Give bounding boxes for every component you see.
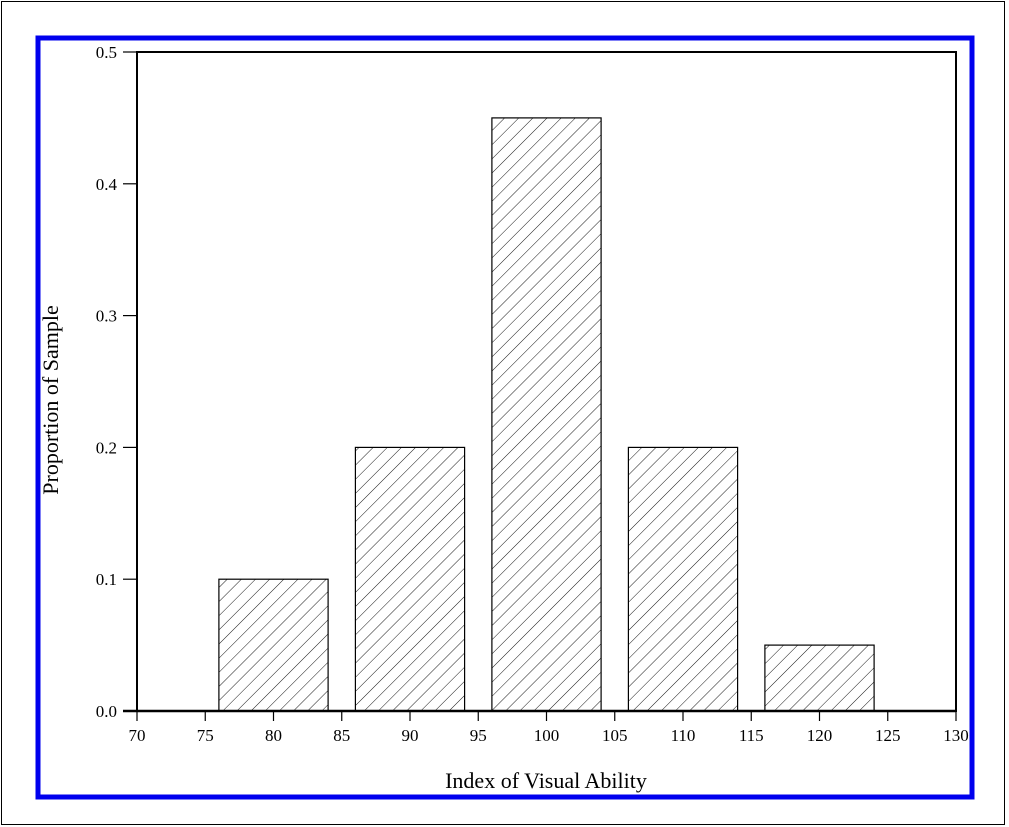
x-tick-label-6: 100: [534, 726, 560, 745]
y-tick-label-4: 0.4: [96, 175, 118, 194]
x-axis-title: Index of Visual Ability: [445, 768, 647, 793]
x-tick-label-1: 75: [197, 726, 214, 745]
y-tick-label-2: 0.2: [96, 438, 117, 457]
y-axis-title: Proportion of Sample: [38, 305, 63, 494]
y-tick-label-1: 0.1: [96, 570, 117, 589]
x-tick-label-9: 115: [739, 726, 764, 745]
x-tick-label-0: 70: [129, 726, 146, 745]
x-tick-label-7: 105: [602, 726, 628, 745]
bar-3: [491, 117, 602, 712]
bar-5: [764, 644, 875, 712]
x-tick-label-2: 80: [265, 726, 282, 745]
bars-layer: [218, 117, 875, 712]
x-tick-label-3: 85: [333, 726, 350, 745]
bar-2: [354, 446, 466, 712]
y-tick-label-0: 0.0: [96, 702, 117, 721]
x-tick-label-12: 130: [943, 726, 969, 745]
blue-frame: [35, 35, 975, 800]
x-tick-label-8: 110: [671, 726, 696, 745]
y-tick-label-3: 0.3: [96, 307, 117, 326]
y-ticks-layer: 0.0 0.1 0.2 0.3 0.4 0.5: [96, 43, 137, 721]
x-tick-label-4: 90: [402, 726, 419, 745]
y-tick-label-5: 0.5: [96, 43, 117, 62]
x-ticks-layer: 70 75 80 85 90 95 100 105 110 115 120 125 130: [129, 711, 969, 745]
bar-4: [627, 446, 739, 712]
bar-1: [218, 578, 329, 712]
x-tick-label-11: 125: [875, 726, 901, 745]
x-tick-label-5: 95: [470, 726, 487, 745]
x-tick-label-10: 120: [807, 726, 833, 745]
